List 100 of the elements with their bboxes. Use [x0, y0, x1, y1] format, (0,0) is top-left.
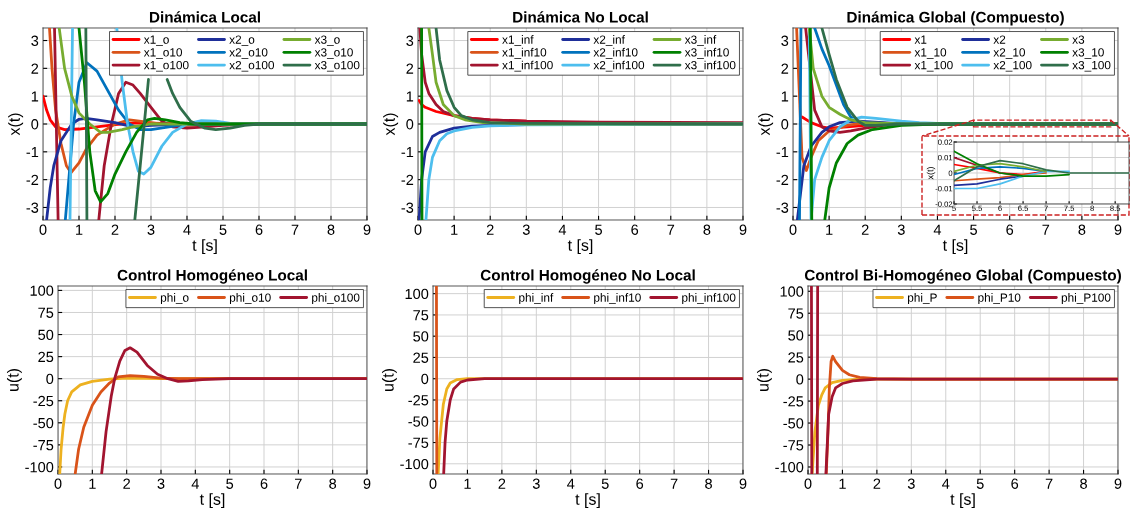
x-tick-label: 6: [255, 224, 263, 235]
legend-label: x1_inf: [502, 35, 534, 46]
x-tick-label: 4: [191, 478, 199, 489]
chart-title: Dinámica Local: [149, 11, 260, 23]
legend-label: x1: [914, 35, 927, 44]
x-tick-label: 9: [739, 224, 747, 235]
chart-title: Control Bi-Homogéneo Global (Compuesto): [804, 269, 1121, 284]
y-tick-label: -3: [776, 202, 789, 213]
y-tick-label: 3: [781, 35, 789, 46]
chart-title: Control Homogéneo No Local: [480, 269, 695, 284]
x-tick-label: 4: [942, 478, 950, 489]
legend-label: x1_inf10: [502, 47, 547, 59]
x-tick-label: 9: [1114, 224, 1122, 235]
y-tick-label: 0: [421, 373, 429, 385]
y-tick-label: 25: [38, 351, 54, 363]
x-tick-label: 2: [111, 224, 119, 235]
x-tick-label: 7: [670, 478, 678, 489]
x-tick-label: 4: [567, 478, 575, 489]
x-axis-title: t [s]: [950, 493, 975, 509]
x-axis-title: t [s]: [575, 493, 600, 509]
x-tick-label: 7: [1042, 224, 1050, 235]
y-tick-label: -75: [408, 437, 429, 448]
x-tick-label: 4: [558, 224, 567, 235]
y-tick-label: -1: [776, 147, 789, 158]
x-axis-title: t [s]: [199, 493, 225, 509]
legend-label: phi_P: [908, 293, 937, 305]
y-tick-label: -2: [26, 174, 39, 185]
y-tick-label: 3: [31, 35, 39, 46]
x-tick-label: 7: [667, 224, 675, 235]
x-tick-label: 9: [1114, 478, 1122, 489]
legend-label: x1_o100: [143, 60, 189, 72]
y-tick-label: 75: [413, 310, 429, 321]
x-tick-label: 8: [329, 478, 337, 489]
y-tick-label: -25: [33, 395, 54, 407]
legend-label: phi_o100: [312, 293, 360, 305]
x-tick-label: 4: [183, 224, 191, 235]
y-axis-title: x(t): [383, 113, 399, 136]
chart-title: Dinámica No Local: [513, 11, 648, 23]
legend-label: phi_inf100: [682, 293, 736, 305]
x-tick-label: 1: [89, 478, 96, 489]
legend-label: x2_inf10: [593, 47, 638, 59]
legend-label: x1_o10: [143, 48, 183, 59]
y-tick-label: 2: [406, 63, 414, 74]
x-tick-label: 3: [532, 478, 540, 489]
y-tick-label: 1: [406, 91, 414, 102]
x-tick-label: 6: [631, 224, 639, 235]
y-tick-label: -1: [401, 147, 414, 158]
x-tick-label: 1: [826, 224, 833, 235]
legend-label: x3_100: [1072, 60, 1111, 72]
x-tick-label: 5: [595, 224, 602, 235]
legend-label: x2_o10: [229, 48, 268, 59]
y-tick-label: -2: [401, 174, 414, 185]
legend-label: x2_inf: [593, 35, 625, 46]
x-tick-label: 5: [976, 478, 984, 489]
legend-label: x2_100: [993, 60, 1032, 72]
x-tick-label: 5: [226, 478, 234, 489]
y-tick-label: 2: [781, 63, 789, 74]
y-tick-label: -50: [783, 418, 804, 429]
x-tick-label: 9: [739, 478, 747, 489]
legend-label: x2_inf100: [593, 60, 645, 72]
y-axis-title: x(t): [758, 113, 774, 136]
x-tick-label: 2: [123, 478, 130, 489]
chart-title: Dinámica Global (Compuesto): [847, 11, 1064, 26]
y-tick-label: -3: [401, 202, 414, 213]
y-tick-label: 25: [788, 352, 804, 363]
y-tick-label: 25: [413, 352, 429, 363]
x-tick-label: 2: [873, 478, 881, 489]
y-tick-label: 0: [406, 119, 414, 130]
y-axis-title: x(t): [8, 113, 24, 136]
legend-label: x2: [993, 35, 1006, 44]
y-tick-label: -100: [25, 462, 54, 473]
legend-label: x3_inf10: [684, 47, 729, 59]
y-tick-label: 50: [413, 331, 429, 342]
y-tick-label: -75: [33, 440, 54, 451]
y-tick-label: 0: [31, 119, 39, 130]
legend-label: x1_o: [143, 35, 169, 46]
legend-label: phi_o10: [229, 293, 271, 305]
x-tick-label: 6: [636, 478, 644, 489]
x-tick-label: 7: [1045, 478, 1053, 489]
y-tick-label: -25: [783, 396, 804, 407]
legend-label: x1_inf100: [502, 60, 553, 72]
y-tick-label: -100: [775, 462, 804, 473]
legend-label: x3_o10: [314, 48, 353, 59]
y-tick-label: 50: [788, 330, 804, 341]
y-axis-title: u(t): [6, 369, 22, 391]
x-tick-label: 6: [260, 478, 268, 489]
y-tick-label: 1: [781, 91, 789, 102]
legend-label: x3_inf100: [684, 60, 736, 72]
y-tick-label: 0: [781, 119, 789, 130]
y-tick-label: 3: [406, 35, 414, 46]
x-tick-label: 3: [147, 224, 155, 235]
x-tick-label: 0: [429, 478, 437, 489]
y-tick-label: 0: [796, 374, 804, 385]
x-tick-label: 2: [498, 478, 506, 489]
legend-label: x3_inf: [684, 35, 717, 46]
legend-label: x2_10: [993, 48, 1026, 59]
x-tick-label: 8: [703, 224, 711, 235]
x-tick-label: 9: [363, 224, 371, 235]
legend-label: phi_P10: [978, 293, 1021, 305]
x-axis-title: t [s]: [942, 239, 968, 255]
